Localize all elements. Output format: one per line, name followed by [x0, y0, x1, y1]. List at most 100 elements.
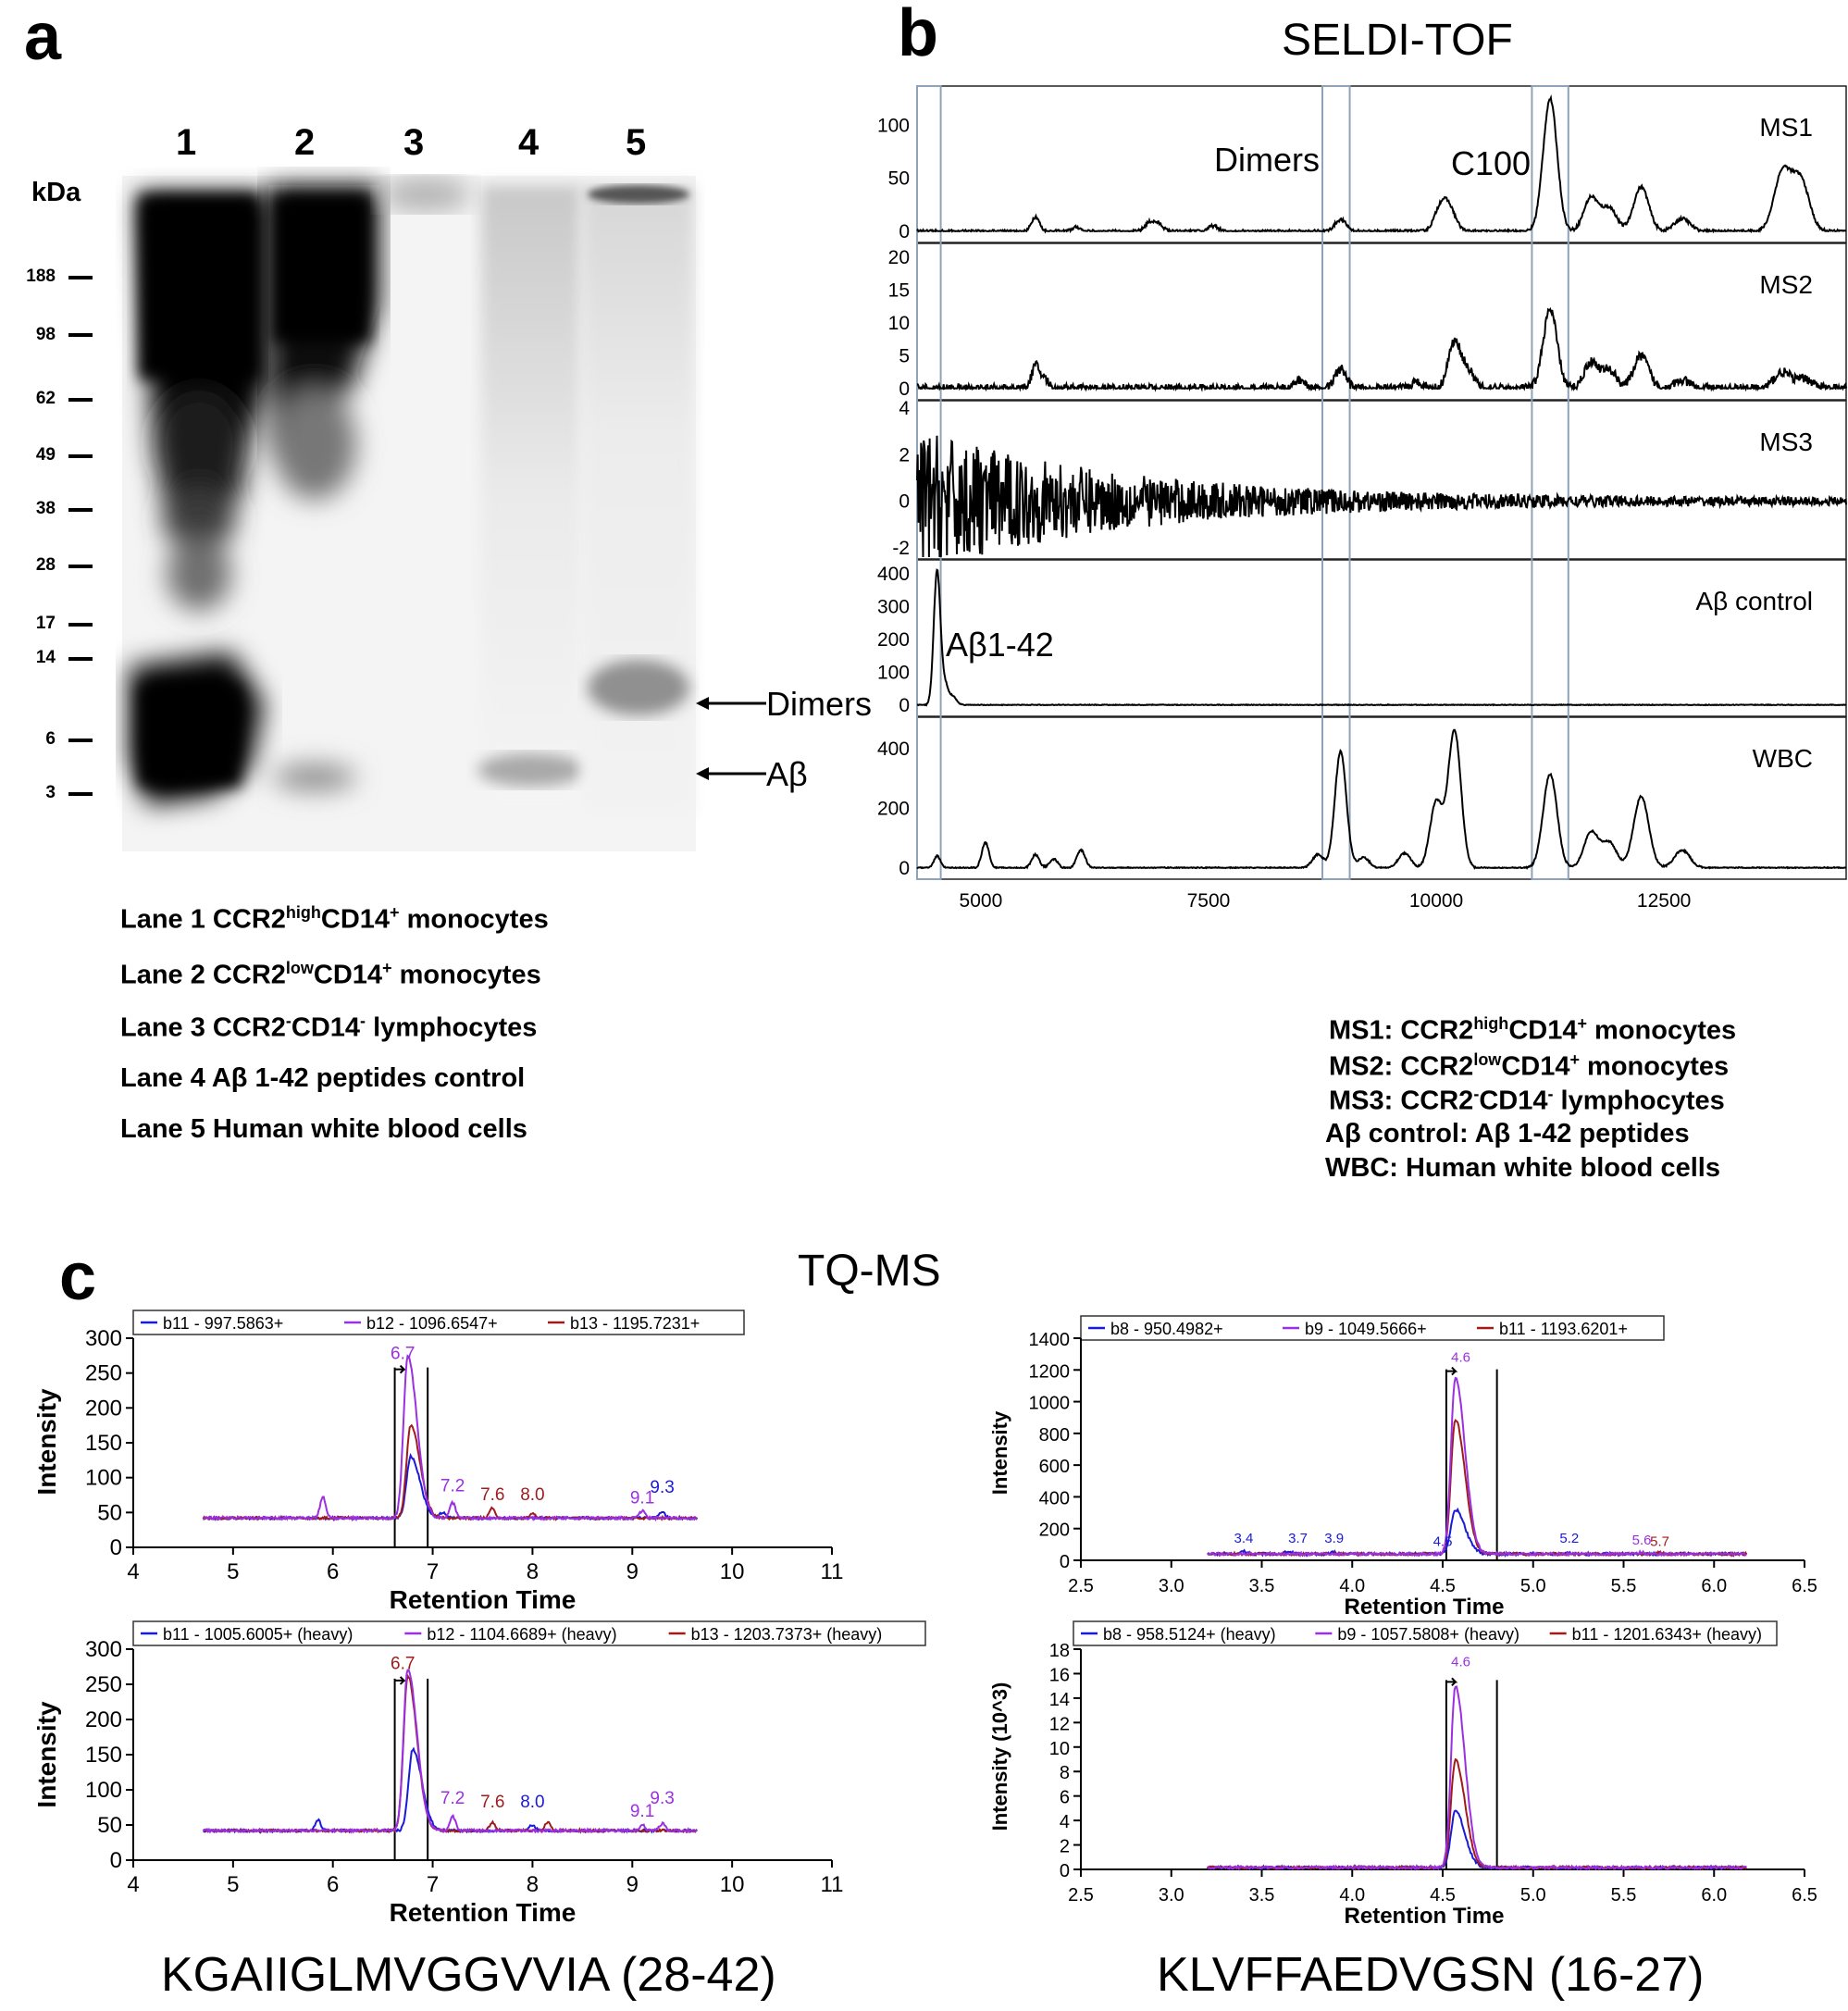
spectrum-name: MS2	[1759, 270, 1813, 299]
kda-marker: 49	[35, 445, 56, 465]
dimers-arrow-label: Dimers	[766, 685, 872, 723]
peak-label: 8.0	[520, 1793, 544, 1812]
peak-label: 8.0	[520, 1485, 544, 1505]
peptide-sequence: KGAIIGLMVGGVVIA (28-42)	[161, 1948, 776, 2002]
y-tick-label: 600	[1039, 1457, 1070, 1477]
x-tick-label: 5.0	[1520, 1885, 1546, 1905]
y-tick-label: 100	[85, 1778, 122, 1803]
y-tick-label: 300	[877, 597, 910, 618]
spectrum-line	[916, 435, 1847, 558]
lane-number: 4	[518, 122, 540, 163]
peak-label: 9.3	[650, 1478, 674, 1497]
y-tick-label: 400	[877, 739, 910, 760]
x-tick-label: 3.0	[1159, 1576, 1184, 1596]
x-tick-label: 7	[427, 1872, 439, 1897]
tqms-title: TQ-MS	[798, 1247, 941, 1296]
y-tick-label: -2	[892, 538, 910, 559]
y-tick-label: 18	[1049, 1641, 1070, 1661]
x-tick-label: 4.0	[1339, 1576, 1365, 1596]
spectrum-name: MS3	[1759, 428, 1813, 456]
kda-marker: 3	[45, 783, 56, 802]
x-tick-label: 5.5	[1611, 1576, 1637, 1596]
peak-label: 5.7	[1650, 1534, 1669, 1550]
ion-trace	[203, 1354, 698, 1522]
y-tick-label: 250	[85, 1361, 122, 1386]
kda-marker: 62	[35, 389, 56, 408]
spectrum-name: Aβ control	[1695, 587, 1813, 615]
panel-c-letter: c	[59, 1240, 97, 1314]
y-tick-label: 10	[888, 313, 910, 334]
lane-legend-item: Lane 2 CCR2lowCD14+ monocytes	[120, 959, 541, 990]
panel-a-letter: a	[24, 0, 62, 74]
y-tick-label: 200	[877, 629, 910, 651]
y-tick-label: 0	[899, 379, 910, 400]
kda-marker: 38	[35, 499, 56, 518]
y-tick-label: 0	[110, 1848, 122, 1873]
peak-label: 6.7	[391, 1345, 415, 1364]
x-tick-label: 5	[227, 1872, 239, 1897]
x-tick-label: 8	[527, 1872, 539, 1897]
peak-label: 3.9	[1324, 1531, 1344, 1546]
x-tick-label: 4.0	[1339, 1885, 1365, 1905]
y-tick-label: 0	[899, 695, 910, 716]
y-tick-label: 6	[1060, 1788, 1070, 1808]
y-tick-label: 4	[899, 398, 910, 419]
ion-trace	[202, 1669, 699, 1834]
y-tick-label: 100	[877, 115, 910, 136]
y-tick-label: 0	[110, 1535, 122, 1560]
legend-entry: b12 - 1104.6689+ (heavy)	[427, 1625, 616, 1644]
legend-box	[132, 1620, 926, 1646]
lane-number: 1	[176, 122, 197, 163]
lane-number: 3	[403, 122, 425, 163]
y-tick-label: 150	[85, 1431, 122, 1456]
kda-marker: 98	[35, 325, 56, 344]
y-tick-label: 0	[899, 858, 910, 879]
y-tick-label: 0	[1060, 1861, 1070, 1881]
peak-label: 9.1	[630, 1489, 654, 1508]
legend-entry: b13 - 1195.7231+	[570, 1314, 700, 1333]
y-tick-label: 20	[888, 247, 910, 268]
y-tick-label: 1200	[1029, 1361, 1071, 1382]
legend-entry: b9 - 1057.5808+ (heavy)	[1337, 1625, 1519, 1644]
y-tick-label: 200	[85, 1396, 122, 1421]
x-tick-label: 5.5	[1611, 1885, 1637, 1905]
c100-annotation: C100	[1451, 144, 1532, 182]
x-tick-label: 9	[626, 1872, 639, 1897]
western-blot-image	[68, 176, 696, 851]
mass-window	[1531, 85, 1569, 880]
sample-legend-item: MS1: CCR2highCD14+ monocytes	[1329, 1014, 1737, 1046]
peak-label: 6.7	[391, 1654, 415, 1673]
peak-label: 5.2	[1559, 1531, 1579, 1546]
peak-label: 9.1	[630, 1802, 654, 1821]
x-tick-label: 6.5	[1792, 1576, 1817, 1596]
mass-window	[1321, 85, 1351, 880]
peptide-sequence: KLVFFAEDVGSN (16-27)	[1157, 1948, 1705, 2002]
y-tick-label: 300	[85, 1637, 122, 1662]
x-tick-label: 8	[527, 1559, 539, 1584]
ion-trace	[1207, 1376, 1747, 1558]
legend-entry: b9 - 1049.5666+	[1305, 1320, 1427, 1338]
peak-label: 4.6	[1451, 1655, 1470, 1670]
kda-marker: 188	[26, 267, 56, 286]
kda-marker: 14	[35, 648, 56, 667]
x-tick-label: 10	[720, 1872, 745, 1897]
legend-entry: b11 - 1193.6201+	[1499, 1320, 1628, 1338]
spectrum-name: MS1	[1759, 113, 1813, 142]
y-tick-label: 300	[85, 1326, 122, 1351]
legend-box	[1080, 1315, 1665, 1341]
y-axis-label: Intensity	[32, 1388, 61, 1496]
x-tick-label: 3.0	[1159, 1885, 1184, 1905]
band-arrows	[696, 697, 766, 780]
x-tick-label: 9	[626, 1559, 639, 1584]
y-tick-label: 0	[899, 491, 910, 513]
y-tick-label: 50	[888, 168, 910, 190]
spectrum-line	[916, 306, 1847, 392]
legend-entry: b11 - 997.5863+	[163, 1314, 283, 1333]
x-tick-label: 7500	[1187, 890, 1231, 912]
panel-b-letter: b	[898, 0, 938, 70]
x-axis-label: Retention Time	[1345, 1595, 1505, 1620]
peak-label: 4.6	[1451, 1350, 1470, 1366]
x-tick-label: 2.5	[1068, 1885, 1094, 1905]
y-tick-label: 15	[888, 280, 910, 302]
